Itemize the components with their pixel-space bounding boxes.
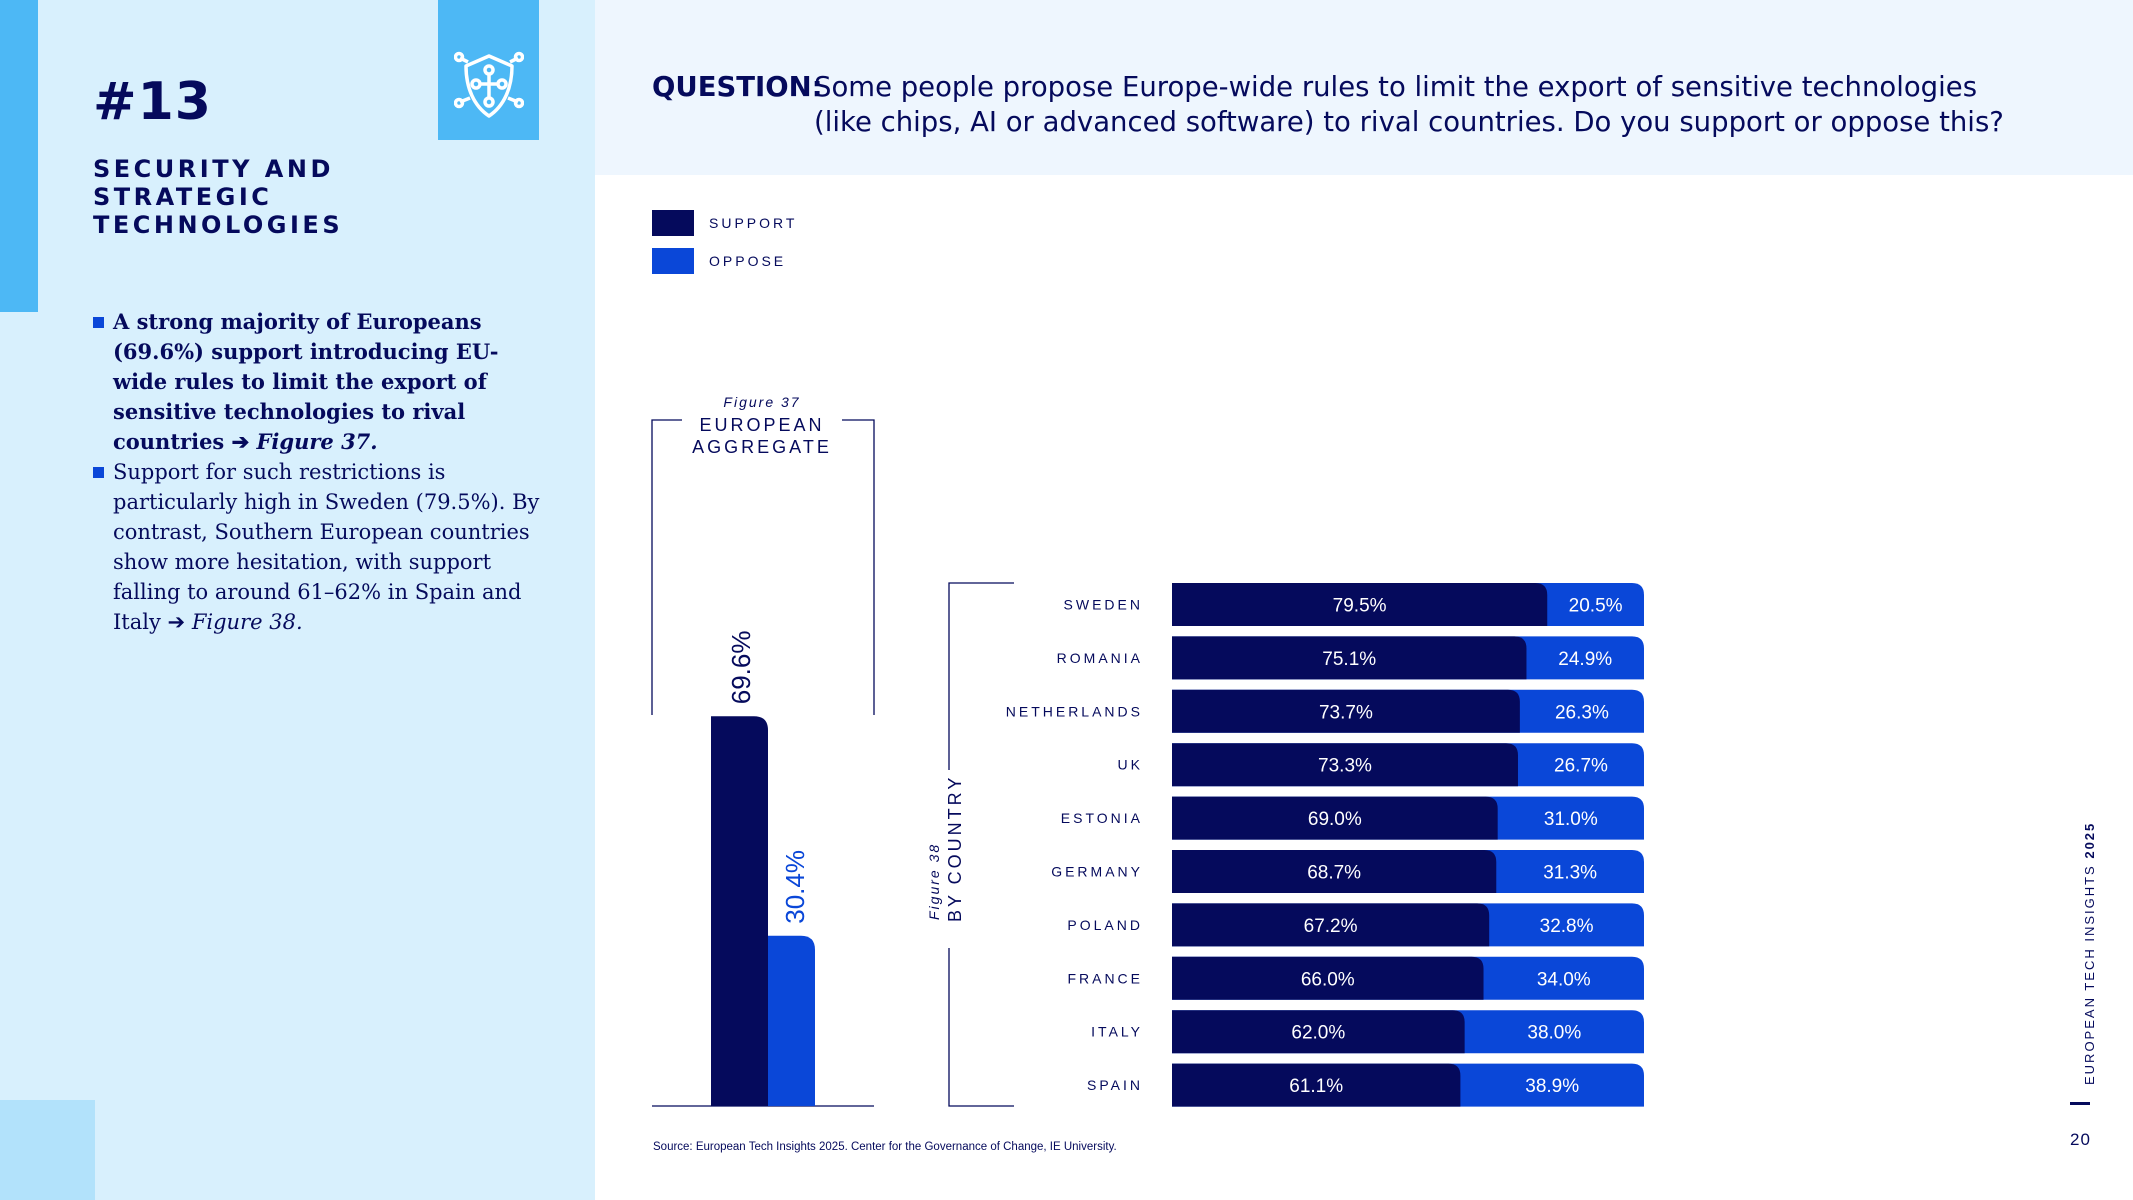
arrow-icon: ➔ bbox=[231, 429, 250, 454]
data-label-italy-oppose: 38.0% bbox=[1527, 1023, 1581, 1044]
bar-romania-support bbox=[1172, 636, 1527, 680]
bar-netherlands-support bbox=[1172, 689, 1520, 733]
data-label-poland-support: 67.2% bbox=[1304, 916, 1358, 937]
data-label-romania-support: 75.1% bbox=[1322, 649, 1376, 670]
publication-year: 2025 bbox=[2082, 821, 2097, 859]
data-label-spain-oppose: 38.9% bbox=[1525, 1076, 1579, 1097]
category-label-sweden: SWEDEN bbox=[1064, 597, 1143, 613]
question-bar bbox=[595, 0, 2133, 175]
question-text: Some people propose Europe-wide rules to… bbox=[814, 71, 2004, 138]
bar-estonia-support bbox=[1172, 796, 1498, 840]
shield-circuit-icon bbox=[454, 51, 524, 118]
survey-question: QUESTION: Some people propose Europe-wid… bbox=[652, 70, 2012, 140]
data-label-italy-support: 62.0% bbox=[1291, 1023, 1345, 1044]
category-label-romania: ROMANIA bbox=[1057, 650, 1143, 666]
figure-37-bracket bbox=[651, 419, 875, 715]
bar-spain-support bbox=[1172, 1063, 1461, 1107]
section-icon-box bbox=[438, 0, 539, 140]
data-label-germany-support: 68.7% bbox=[1307, 863, 1361, 884]
legend-label-support: SUPPORT bbox=[709, 215, 798, 231]
data-label-uk-support: 73.3% bbox=[1318, 756, 1372, 777]
data-label-sweden-oppose: 20.5% bbox=[1569, 596, 1623, 617]
page-number: 20 bbox=[2070, 1130, 2091, 1149]
data-label-poland-oppose: 32.8% bbox=[1540, 916, 1594, 937]
data-label-france-oppose: 34.0% bbox=[1537, 969, 1591, 990]
data-label-aggregate-oppose: 30.4% bbox=[780, 850, 810, 924]
accent-bar-top bbox=[0, 0, 38, 312]
category-label-italy: ITALY bbox=[1091, 1024, 1143, 1040]
legend-swatch-support bbox=[652, 210, 694, 236]
bullet-point-1: A strong majority of Europeans (69.6%) s… bbox=[93, 307, 543, 457]
bar-uk-support bbox=[1172, 743, 1518, 787]
data-label-spain-support: 61.1% bbox=[1289, 1076, 1343, 1097]
category-label-uk: UK bbox=[1118, 757, 1143, 773]
bullet-point-2: Support for such restrictions is particu… bbox=[93, 457, 543, 637]
data-label-estonia-oppose: 31.0% bbox=[1544, 809, 1598, 830]
bullet-text: Support for such restrictions is particu… bbox=[113, 460, 540, 634]
left-panel bbox=[0, 0, 595, 1200]
data-label-france-support: 66.0% bbox=[1301, 969, 1355, 990]
bullet-marker bbox=[93, 467, 104, 478]
bullet-text: A strong majority of Europeans (69.6%) s… bbox=[113, 309, 499, 454]
figure-38-bracket bbox=[948, 582, 1014, 1107]
legend-swatch-oppose bbox=[652, 248, 694, 274]
bar-aggregate-support bbox=[711, 716, 768, 1106]
source-note: Source: European Tech Insights 2025. Cen… bbox=[653, 1141, 1117, 1153]
data-label-netherlands-support: 73.7% bbox=[1319, 702, 1373, 723]
section-number: #13 bbox=[93, 72, 212, 132]
category-label-poland: POLAND bbox=[1067, 917, 1143, 933]
bar-aggregate-oppose bbox=[758, 935, 815, 1106]
data-label-uk-oppose: 26.7% bbox=[1554, 756, 1608, 777]
bar-italy-support bbox=[1172, 1010, 1465, 1054]
category-label-germany: GERMANY bbox=[1051, 864, 1143, 880]
data-label-estonia-support: 69.0% bbox=[1308, 809, 1362, 830]
question-label: QUESTION: bbox=[652, 71, 823, 103]
side-label-rule bbox=[2070, 1102, 2090, 1105]
data-label-romania-oppose: 24.9% bbox=[1558, 649, 1612, 670]
category-label-spain: SPAIN bbox=[1087, 1077, 1143, 1093]
legend-label-oppose: OPPOSE bbox=[709, 253, 787, 269]
data-label-netherlands-oppose: 26.3% bbox=[1555, 702, 1609, 723]
figure-37-title: EUROPEAN AGGREGATE bbox=[652, 414, 872, 458]
figure-37-title-line2: AGGREGATE bbox=[692, 437, 832, 457]
publication-side-label: EUROPEAN TECH INSIGHTS 2025 bbox=[2082, 822, 2097, 1085]
bullet-marker bbox=[93, 317, 104, 328]
section-title: SECURITY AND STRATEGIC TECHNOLOGIES bbox=[93, 155, 344, 239]
arrow-icon: ➔ bbox=[167, 610, 186, 634]
figure-37-title-line1: EUROPEAN bbox=[699, 415, 825, 435]
data-label-germany-oppose: 31.3% bbox=[1543, 863, 1597, 884]
figure-37-caption: Figure 37 bbox=[723, 394, 801, 410]
bar-poland-support bbox=[1172, 903, 1490, 947]
bar-france-support bbox=[1172, 956, 1484, 1000]
data-label-aggregate-support: 69.6% bbox=[726, 631, 756, 705]
bar-germany-support bbox=[1172, 850, 1497, 893]
accent-block-bottom bbox=[0, 1100, 95, 1200]
data-label-sweden-support: 79.5% bbox=[1333, 596, 1387, 617]
category-label-france: FRANCE bbox=[1067, 970, 1143, 986]
category-label-netherlands: NETHERLANDS bbox=[1006, 703, 1143, 719]
publication-name: EUROPEAN TECH INSIGHTS bbox=[2082, 858, 2097, 1085]
category-label-estonia: ESTONIA bbox=[1061, 810, 1143, 826]
figure-reference-link[interactable]: Figure 37. bbox=[256, 429, 378, 454]
figure-reference-link[interactable]: Figure 38. bbox=[191, 610, 303, 634]
bar-sweden-support bbox=[1172, 583, 1548, 626]
